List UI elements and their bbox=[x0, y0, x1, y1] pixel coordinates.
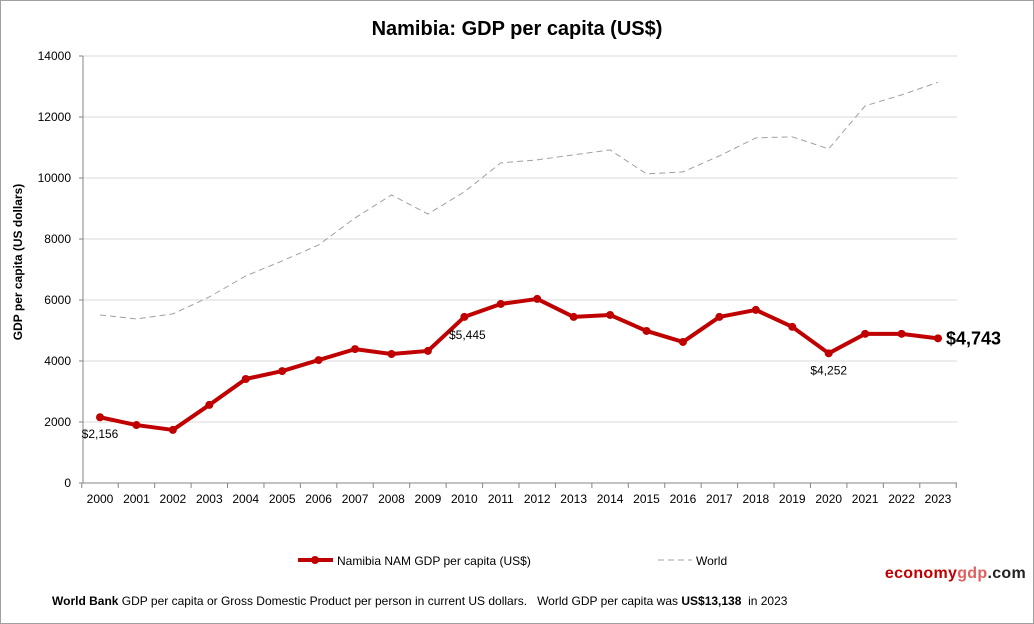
x-tick-label: 2007 bbox=[342, 492, 369, 506]
namibia-point bbox=[132, 421, 141, 430]
x-tick-label: 2004 bbox=[232, 492, 259, 506]
logo-part-economy: economy bbox=[884, 565, 958, 582]
namibia-point bbox=[460, 312, 469, 321]
x-tick-label: 2001 bbox=[123, 492, 150, 506]
x-tick-label: 2008 bbox=[378, 492, 405, 506]
namibia-point bbox=[387, 349, 396, 358]
site-logo: economygdp.com bbox=[885, 565, 1026, 583]
namibia-point bbox=[423, 346, 432, 355]
legend: Namibia NAM GDP per capita (US$) World bbox=[298, 554, 727, 568]
legend-namibia-label: Namibia NAM GDP per capita (US$) bbox=[337, 554, 531, 568]
x-tick-label: 2018 bbox=[742, 492, 769, 506]
y-tick-label: 10000 bbox=[38, 171, 72, 185]
x-tick-label: 2010 bbox=[451, 492, 478, 506]
namibia-point bbox=[96, 413, 104, 422]
x-tick-label: 2012 bbox=[524, 492, 551, 506]
x-tick-label: 2013 bbox=[560, 492, 587, 506]
namibia-point bbox=[678, 337, 687, 346]
y-tick-label: 6000 bbox=[44, 293, 71, 307]
namibia-point bbox=[314, 356, 323, 365]
footer-suffix: in 2023 bbox=[741, 594, 788, 608]
y-tick-label: 8000 bbox=[44, 232, 71, 246]
x-tick-label: 2011 bbox=[488, 492, 514, 506]
namibia-point bbox=[934, 334, 942, 343]
x-tick-label: 2023 bbox=[925, 492, 952, 506]
footer-text: GDP per capita or Gross Domestic Product… bbox=[118, 594, 682, 608]
data-label: $4,252 bbox=[810, 363, 847, 377]
x-tick-label: 2003 bbox=[196, 492, 223, 506]
x-tick-label: 2020 bbox=[815, 492, 842, 506]
y-tick-label: 2000 bbox=[44, 415, 71, 429]
y-tick-label: 12000 bbox=[38, 110, 72, 124]
namibia-point bbox=[751, 305, 760, 314]
namibia-point bbox=[606, 310, 615, 319]
namibia-point bbox=[642, 326, 651, 335]
data-label: $2,156 bbox=[82, 427, 119, 441]
x-tick-label: 2022 bbox=[888, 492, 915, 506]
namibia-point bbox=[861, 329, 870, 338]
x-tick-label: 2017 bbox=[706, 492, 733, 506]
namibia-point bbox=[496, 299, 505, 308]
x-tick-label: 2019 bbox=[779, 492, 806, 506]
y-tick-label: 14000 bbox=[38, 49, 72, 63]
y-tick-label: 4000 bbox=[44, 354, 71, 368]
x-tick-label: 2021 bbox=[852, 492, 879, 506]
logo-part-gdp: gdp bbox=[957, 565, 988, 582]
x-tick-label: 2009 bbox=[415, 492, 442, 506]
namibia-point bbox=[788, 322, 797, 331]
x-tick-label: 2015 bbox=[633, 492, 660, 506]
world-line bbox=[99, 81, 939, 320]
namibia-point bbox=[278, 367, 287, 376]
namibia-point bbox=[205, 400, 214, 409]
data-label-latest: $4,743 bbox=[946, 328, 1001, 348]
y-tick-label: 0 bbox=[64, 476, 71, 490]
namibia-point bbox=[569, 312, 578, 321]
namibia-point bbox=[168, 425, 177, 434]
namibia-point bbox=[824, 349, 833, 358]
y-axis-label: GDP per capita (US dollars) bbox=[11, 184, 25, 341]
x-tick-label: 2006 bbox=[305, 492, 332, 506]
x-tick-label: 2005 bbox=[269, 492, 296, 506]
namibia-point bbox=[715, 312, 724, 321]
namibia-point bbox=[897, 329, 906, 338]
x-tick-label: 2000 bbox=[87, 492, 114, 506]
legend-world-label: World bbox=[696, 554, 727, 568]
footer-note: World Bank GDP per capita or Gross Domes… bbox=[52, 594, 787, 608]
namibia-line bbox=[99, 296, 939, 432]
x-tick-label: 2002 bbox=[160, 492, 187, 506]
namibia-point bbox=[533, 294, 542, 303]
logo-part-com: .com bbox=[987, 565, 1026, 582]
footer-source: World Bank bbox=[52, 594, 119, 608]
chart-title: Namibia: GDP per capita (US$) bbox=[372, 18, 663, 40]
x-tick-label: 2016 bbox=[670, 492, 697, 506]
namibia-point bbox=[241, 374, 250, 383]
namibia-point bbox=[351, 345, 360, 354]
legend-namibia-marker bbox=[311, 556, 319, 564]
footer-world-value: US$13,138 bbox=[681, 594, 742, 608]
x-tick-label: 2014 bbox=[597, 492, 624, 506]
data-label: $5,445 bbox=[449, 328, 486, 342]
